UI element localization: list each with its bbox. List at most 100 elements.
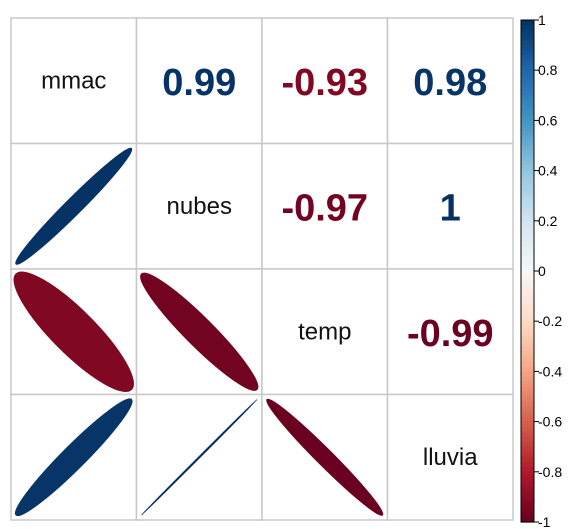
- colorbar-segment: [521, 35, 534, 41]
- colorbar-segment: [521, 481, 534, 488]
- colorbar-segment: [521, 366, 534, 372]
- colorbar-segment: [521, 321, 534, 327]
- colorbar-segment: [521, 90, 534, 96]
- correlation-ellipse: [140, 398, 258, 516]
- colorbar-segment: [521, 195, 534, 202]
- variable-label: lluvia: [423, 444, 478, 471]
- correlation-matrix: mmac nubes temp lluvia 0.99 -0.93 0.98 -0.97 1 -0…: [10, 17, 514, 521]
- colorbar-segment: [521, 416, 534, 423]
- colorbar-segment: [521, 496, 534, 503]
- colorbar-segment: [521, 60, 534, 66]
- colorbar-segment: [521, 245, 534, 252]
- colorbar-segment: [521, 125, 534, 132]
- colorbar-segment: [521, 336, 534, 342]
- matrix-cell: [10, 17, 138, 145]
- correlation-ellipse: [15, 147, 133, 265]
- colorbar-segment: [521, 516, 534, 523]
- colorbar-tick-label: 0.4: [538, 163, 558, 179]
- colorbar-segment: [521, 406, 534, 413]
- colorbar-segment: [521, 476, 534, 483]
- colorbar-segment: [521, 306, 534, 312]
- colorbar-tick-label: 0: [538, 263, 546, 279]
- colorbar-segment: [521, 376, 534, 383]
- colorbar-segment: [521, 341, 534, 347]
- colorbar-segment: [521, 361, 534, 367]
- colorbar-segment: [521, 316, 534, 322]
- matrix-cell: [386, 268, 514, 396]
- color-legend: 1 0.8 0.6 0.4 0.2 0 -0.2 -0.4 -0.6 -0.8 -1: [520, 12, 562, 529]
- colorbar-segment: [521, 130, 534, 137]
- colorbar-segment: [521, 115, 534, 121]
- colorbar-segment: [521, 391, 534, 398]
- colorbar-tick-label: -0.8: [538, 464, 562, 480]
- colorbar-tick-label: -0.6: [538, 414, 562, 430]
- colorbar-segment: [521, 80, 534, 86]
- colorbar-segment: [521, 371, 534, 378]
- colorbar-segment: [521, 110, 534, 116]
- colorbar-segment: [521, 225, 534, 232]
- correlation-ellipse: [14, 398, 133, 517]
- colorbar-segment: [521, 155, 534, 162]
- correlation-ellipse: [13, 271, 134, 392]
- matrix-cell: [135, 17, 263, 145]
- colorbar-segment: [521, 150, 534, 157]
- colorbar-tick-label: -1: [538, 514, 551, 529]
- matrix-cell: [386, 142, 514, 270]
- colorbar-segment: [521, 170, 534, 177]
- colorbar-segment: [521, 386, 534, 393]
- colorbar-segment: [521, 506, 534, 513]
- colorbar-segment: [521, 411, 534, 418]
- colorbar-segment: [521, 20, 534, 26]
- colorbar-segment: [521, 311, 534, 317]
- matrix-cell: [386, 393, 514, 521]
- colorbar-segment: [521, 471, 534, 478]
- colorbar-segment: [521, 356, 534, 362]
- colorbar-segment: [521, 281, 534, 287]
- colorbar-segment: [521, 70, 534, 76]
- coefficient-label: -0.97: [281, 187, 368, 229]
- coefficient-label: 1: [440, 187, 461, 229]
- colorbar-segment: [521, 431, 534, 438]
- colorbar-segment: [521, 381, 534, 388]
- colorbar-segment: [521, 331, 534, 337]
- colorbar-segment: [521, 100, 534, 106]
- colorbar-segment: [521, 466, 534, 473]
- colorbar-segment: [521, 105, 534, 111]
- colorbar-segment: [521, 286, 534, 292]
- colorbar-segment: [521, 451, 534, 458]
- colorbar-segment: [521, 175, 534, 182]
- colorbar-segment: [521, 326, 534, 332]
- colorbar-segment: [521, 501, 534, 508]
- colorbar-segment: [521, 40, 534, 46]
- colorbar-segment: [521, 240, 534, 247]
- colorbar-segment: [521, 260, 534, 267]
- colorbar-segment: [521, 291, 534, 297]
- colorbar-segment: [521, 436, 534, 443]
- colorbar-segment: [521, 220, 534, 227]
- colorbar-tick-label: 0.8: [538, 62, 558, 78]
- colorbar-segment: [521, 511, 534, 518]
- colorbar-segment: [521, 25, 534, 31]
- colorbar-segment: [521, 421, 534, 428]
- colorbar-segment: [521, 145, 534, 152]
- colorbar-segment: [521, 230, 534, 237]
- colorbar-segment: [521, 296, 534, 302]
- colorbar-segment: [521, 65, 534, 71]
- colorbar-segment: [521, 205, 534, 212]
- colorbar-segment: [521, 265, 534, 272]
- colorbar-segment: [521, 426, 534, 433]
- colorbar-tick-label: 0.6: [538, 112, 558, 128]
- correlation-ellipse: [140, 272, 259, 391]
- variable-label: mmac: [41, 67, 106, 94]
- colorbar-segment: [521, 95, 534, 101]
- colorbar-segment: [521, 346, 534, 352]
- colorbar-segment: [521, 120, 534, 127]
- colorbar-segment: [521, 45, 534, 51]
- colorbar-segment: [521, 165, 534, 172]
- coefficient-label: 0.98: [413, 62, 487, 104]
- correlation-ellipse: [266, 398, 384, 516]
- coefficient-label: -0.93: [281, 62, 368, 104]
- colorbar-segment: [521, 30, 534, 36]
- colorbar-segment: [521, 185, 534, 192]
- colorbar-segment: [521, 55, 534, 61]
